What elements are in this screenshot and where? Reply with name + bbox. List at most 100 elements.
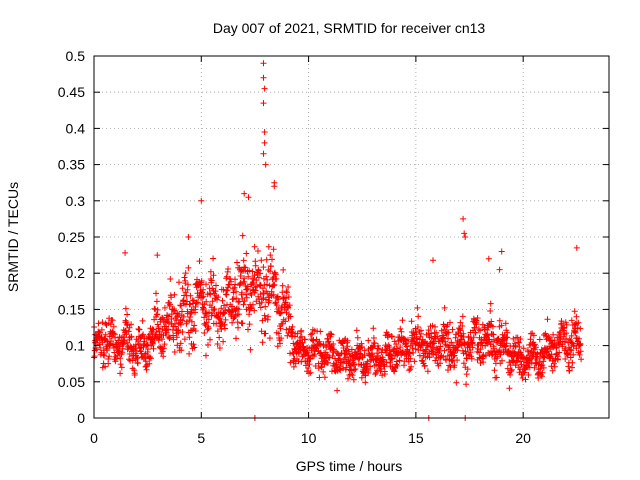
data-point — [209, 298, 216, 305]
data-point — [173, 317, 180, 324]
data-point — [511, 350, 518, 357]
data-point — [198, 197, 205, 204]
data-point — [266, 297, 273, 304]
data-points — [91, 60, 585, 421]
data-point — [451, 362, 458, 369]
data-point — [408, 363, 415, 370]
data-point — [203, 352, 209, 359]
data-point — [258, 257, 265, 264]
data-point — [245, 273, 252, 280]
data-point — [474, 315, 481, 321]
data-point — [487, 308, 494, 314]
data-point — [321, 374, 328, 381]
data-point — [259, 339, 266, 346]
data-point — [160, 353, 167, 360]
data-point — [261, 85, 268, 92]
data-point — [288, 326, 295, 333]
data-point — [110, 330, 117, 337]
data-point — [289, 329, 296, 336]
data-point — [257, 270, 264, 277]
data-point — [257, 304, 264, 311]
data-point — [453, 379, 460, 386]
data-point — [301, 336, 308, 343]
data-point — [441, 304, 448, 311]
data-point — [573, 244, 580, 251]
data-point — [211, 306, 218, 312]
data-point — [551, 360, 557, 367]
data-point — [310, 337, 317, 344]
data-point — [184, 286, 191, 293]
data-point — [558, 320, 565, 327]
data-point — [503, 340, 510, 347]
data-point — [228, 278, 234, 285]
data-point — [167, 301, 174, 308]
data-point — [351, 367, 358, 373]
data-point — [389, 355, 396, 362]
data-point — [153, 298, 160, 305]
data-point — [125, 328, 132, 335]
data-point — [418, 357, 425, 364]
data-point — [448, 339, 455, 346]
data-point — [430, 257, 436, 264]
data-point — [487, 300, 494, 307]
data-point — [449, 326, 456, 333]
data-point — [117, 355, 124, 362]
data-point — [222, 316, 229, 323]
data-point — [210, 307, 217, 314]
data-point — [260, 74, 267, 81]
data-point — [512, 342, 519, 349]
data-point — [110, 323, 117, 330]
data-point — [344, 337, 351, 344]
data-point — [252, 262, 259, 269]
data-point — [222, 325, 228, 332]
data-point — [432, 323, 438, 330]
data-point — [577, 325, 584, 332]
data-point — [375, 342, 381, 349]
data-point — [273, 275, 280, 282]
data-point — [168, 311, 175, 318]
data-point — [562, 345, 569, 352]
data-point — [459, 323, 466, 329]
data-point — [233, 288, 240, 295]
data-point — [177, 321, 184, 328]
y-tick-label: 0.4 — [66, 120, 86, 136]
data-point — [389, 333, 396, 340]
data-point — [577, 348, 584, 355]
data-point — [229, 319, 236, 326]
data-point — [434, 333, 441, 340]
data-point — [441, 347, 448, 354]
data-point — [563, 321, 570, 328]
data-point — [506, 385, 513, 392]
data-point — [168, 294, 175, 301]
data-point — [218, 305, 225, 312]
data-point — [456, 326, 463, 333]
data-point — [179, 317, 186, 324]
data-point — [391, 368, 398, 375]
data-point — [393, 358, 400, 365]
data-point — [491, 367, 498, 374]
data-point — [122, 305, 129, 312]
data-point — [170, 336, 177, 343]
data-point — [237, 280, 244, 286]
data-point — [462, 234, 469, 240]
data-point — [214, 328, 221, 335]
data-point — [407, 355, 414, 362]
data-point — [129, 357, 136, 364]
data-point — [120, 341, 127, 348]
data-point — [374, 350, 380, 357]
data-point — [361, 347, 368, 354]
data-point — [245, 326, 251, 333]
x-tick-label: 20 — [515, 430, 531, 446]
data-point — [307, 369, 314, 376]
data-point — [488, 318, 495, 325]
data-point — [250, 280, 257, 286]
data-point — [520, 345, 527, 352]
data-point — [504, 365, 511, 372]
data-point — [530, 332, 537, 339]
data-point — [146, 360, 153, 367]
data-point — [498, 322, 505, 329]
data-point — [444, 352, 451, 359]
data-point — [306, 361, 313, 368]
data-point — [285, 294, 292, 300]
data-point — [406, 367, 413, 374]
